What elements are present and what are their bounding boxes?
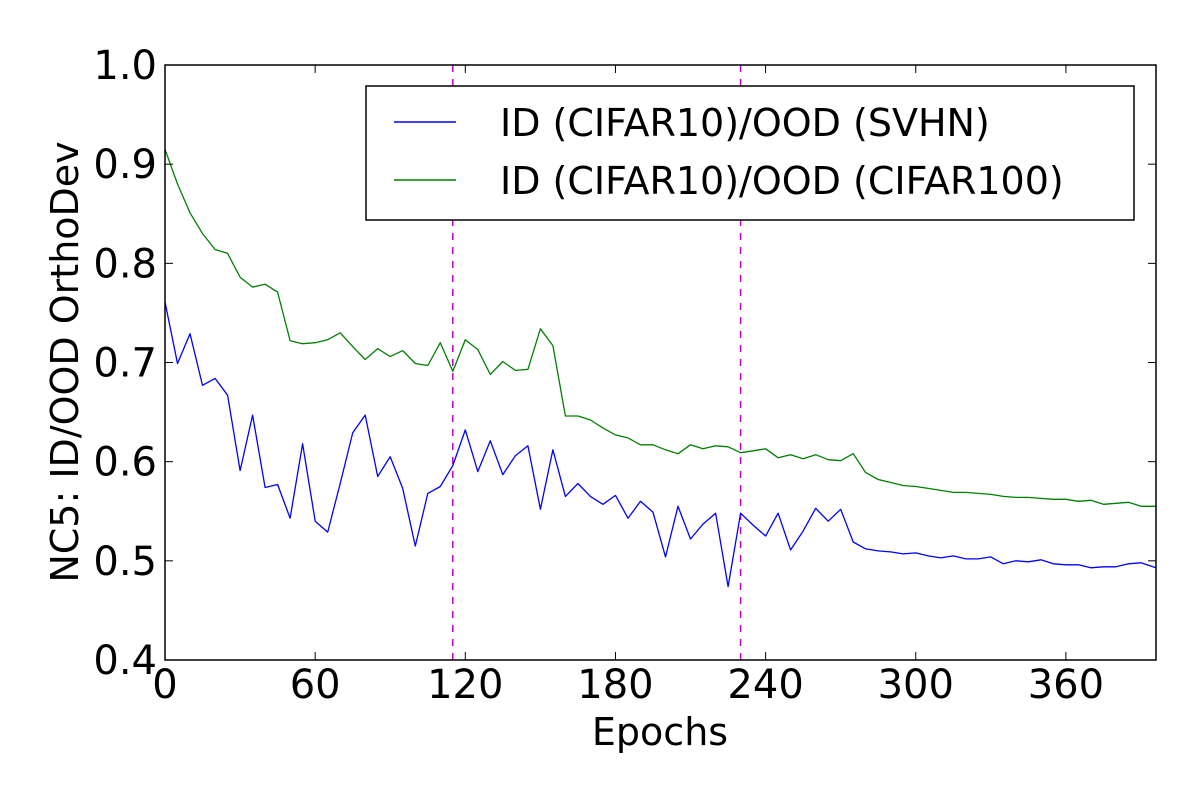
legend-label-svhn: ID (CIFAR10)/OOD (SVHN) [500,101,990,145]
x-tick-label-5: 300 [878,662,954,708]
x-tick-label-0: 0 [152,662,177,708]
legend: ID (CIFAR10)/OOD (SVHN) ID (CIFAR10)/OOD… [365,85,1135,221]
legend-label-cifar100: ID (CIFAR10)/OOD (CIFAR100) [500,159,1064,203]
axes-frame [164,64,1157,661]
series-layer [164,149,1157,588]
y-tick-label-5: 0.9 [93,142,157,188]
x-tick-label-2: 120 [427,662,503,708]
y-tick-label-4: 0.8 [93,241,157,287]
x-tick-label-3: 180 [577,662,653,708]
legend-box [365,85,1135,221]
x-axis-title: Epochs [592,710,728,754]
x-tick-label-6: 360 [1028,662,1104,708]
x-tick-label-1: 60 [290,662,341,708]
y-axis-title: NC5: ID/OOD OrthoDev [43,141,87,582]
y-tick-label-2: 0.6 [93,440,157,486]
y-tick-label-0: 0.4 [93,638,157,684]
series-line-1 [164,149,1156,507]
y-tick-label-1: 0.5 [93,539,157,585]
y-tick-label-6: 1.0 [93,43,157,89]
y-tick-label-3: 0.7 [93,341,157,387]
ticks-layer: 0 60 120 180 240 300 360 0.4 0.5 0.6 0.7 0.8 0.9 1.0 [93,43,1157,708]
x-tick-label-4: 240 [727,662,803,708]
series-line-0 [164,301,1157,588]
